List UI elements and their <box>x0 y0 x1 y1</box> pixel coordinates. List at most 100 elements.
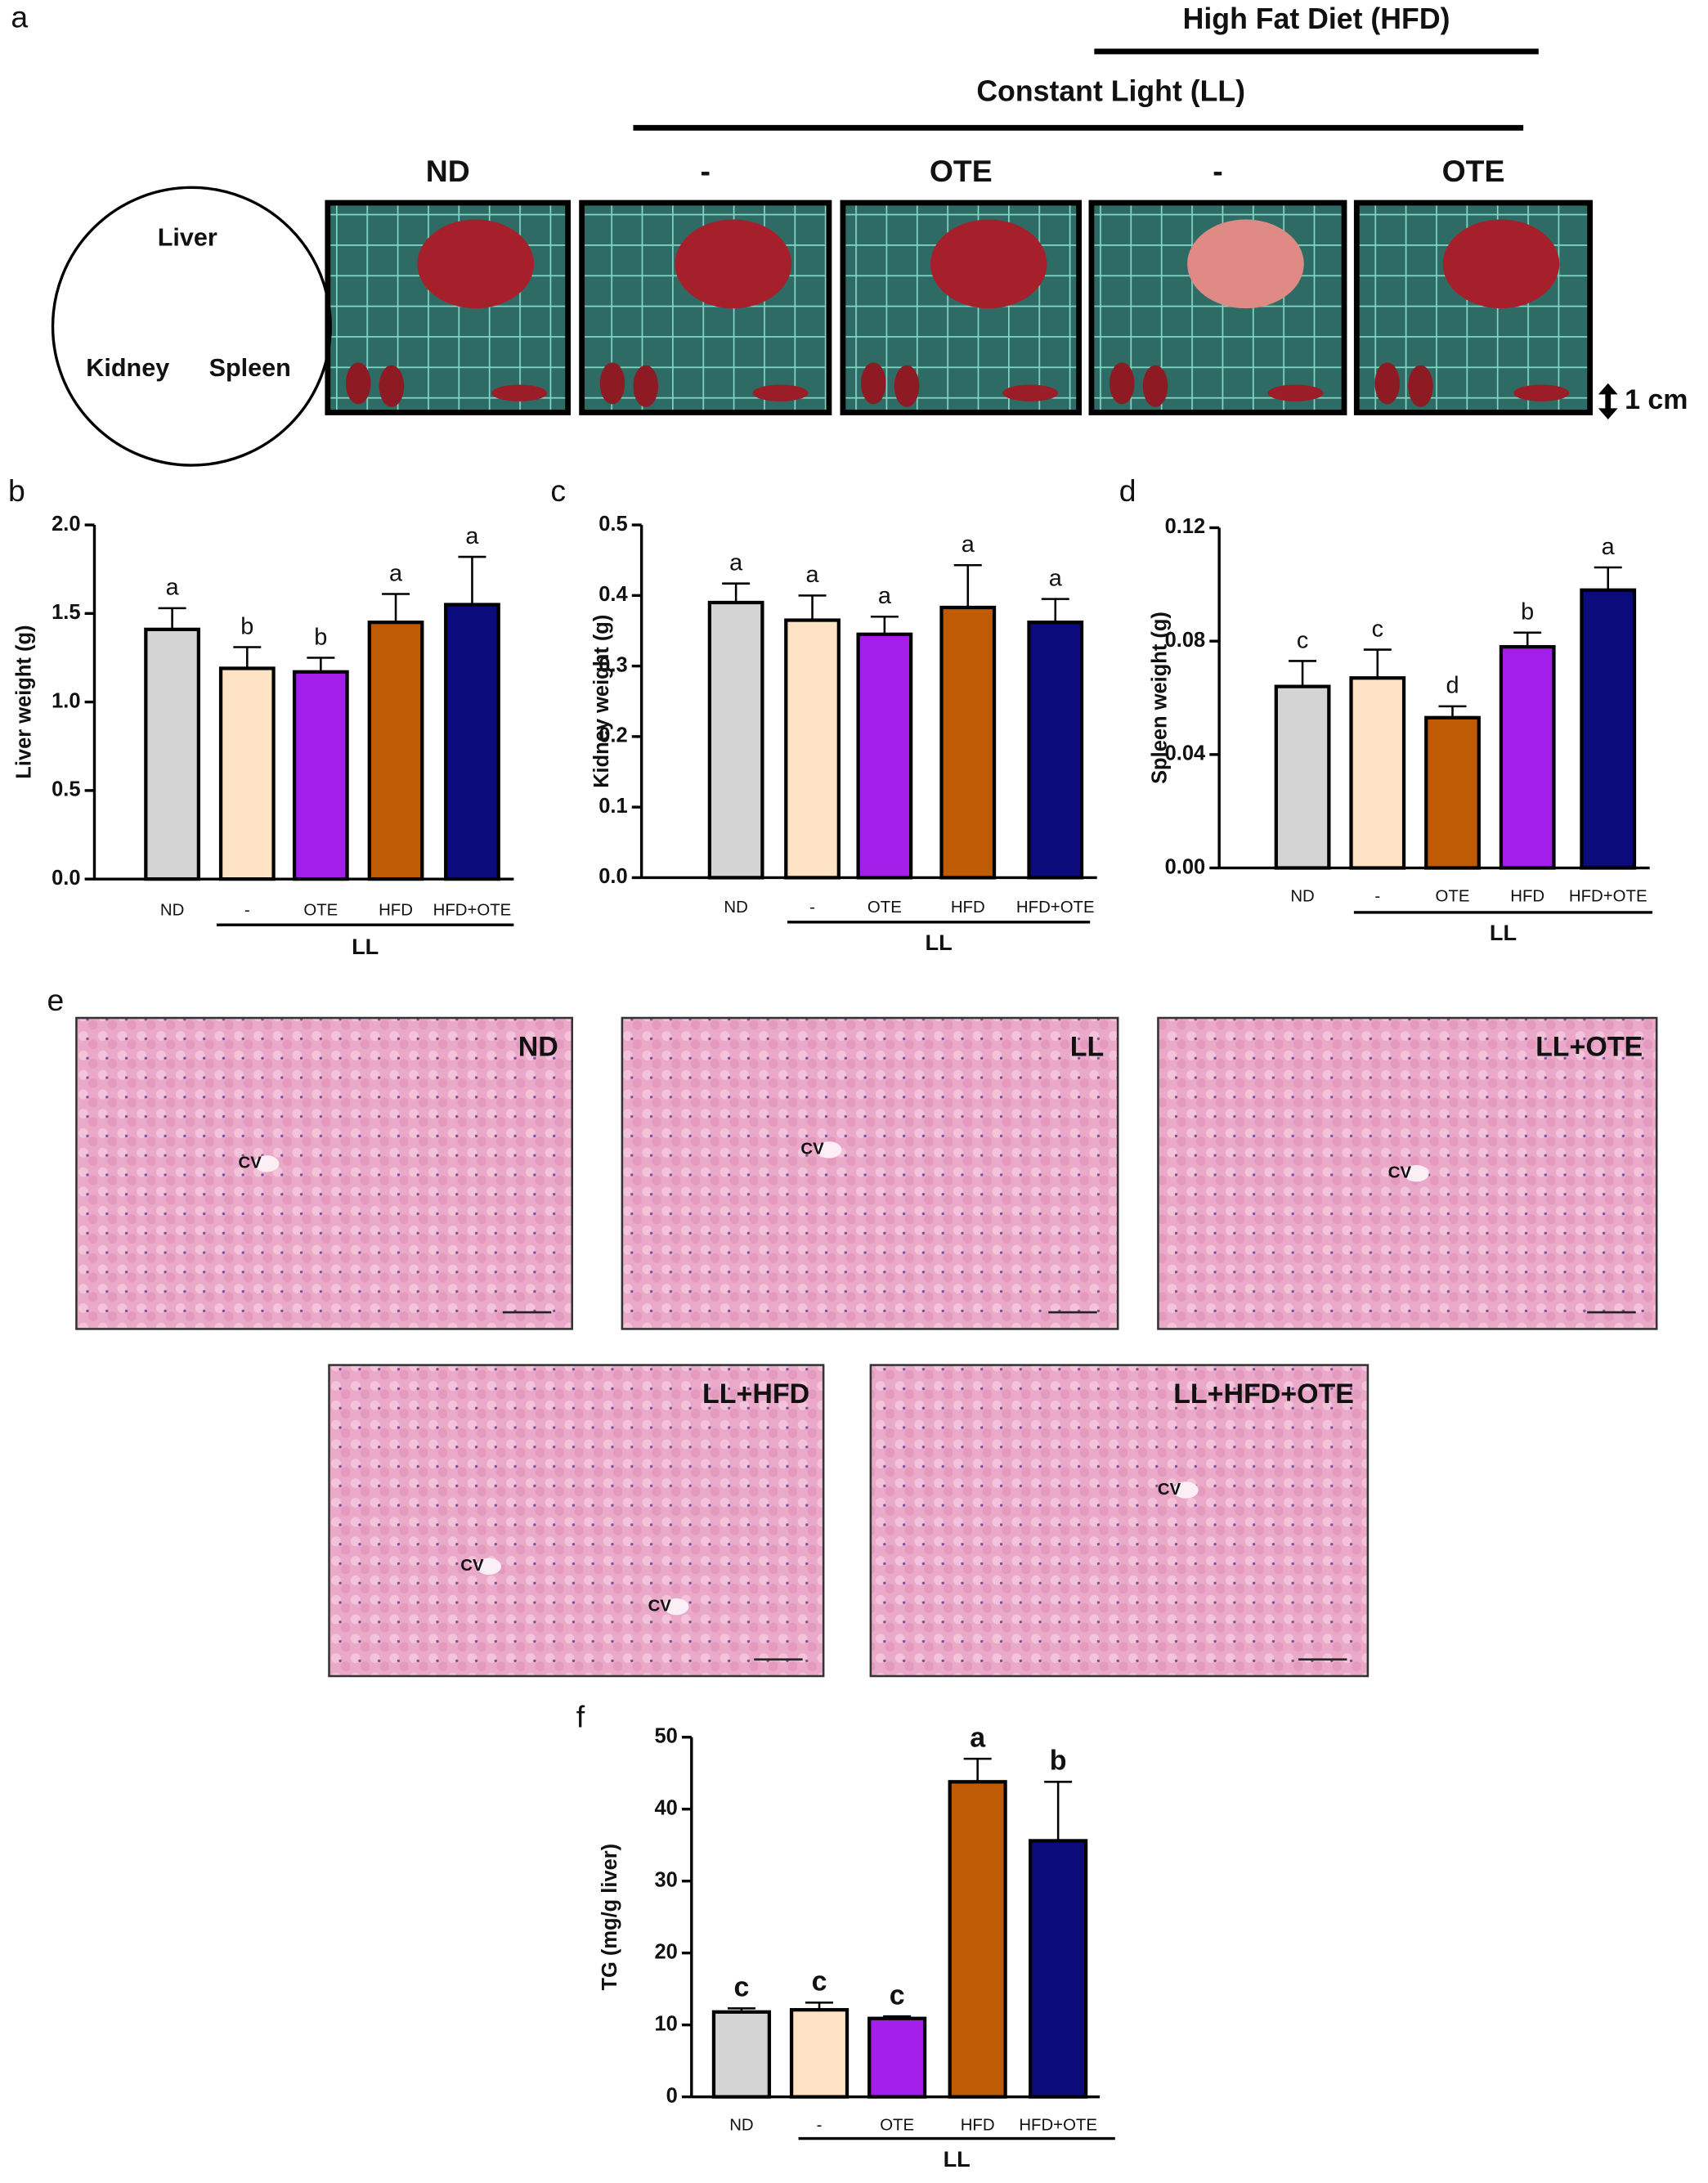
group-label: LL <box>926 930 953 955</box>
significance-letter: a <box>1049 566 1063 592</box>
cv-label: CV <box>239 1154 262 1172</box>
image-label: LL+HFD+OTE <box>1173 1378 1354 1410</box>
cv-label: CV <box>800 1141 824 1159</box>
y-axis-label: Kidney weight (g) <box>590 615 613 788</box>
significance-letter: c <box>1372 616 1383 642</box>
y-tick-label: 2.0 <box>52 513 80 536</box>
column-label: OTE <box>930 154 993 188</box>
significance-letter: a <box>970 1722 986 1753</box>
x-tick-label: OTE <box>867 899 902 917</box>
central-vein <box>1404 1165 1429 1182</box>
bar <box>948 1780 1007 2099</box>
x-tick-label: ND <box>724 899 747 917</box>
liver <box>1187 219 1304 309</box>
kidney <box>894 365 920 407</box>
y-tick-label: 40 <box>654 1796 677 1819</box>
significance-letter: b <box>240 613 253 639</box>
histology-image <box>621 1016 1119 1330</box>
group-label: LL <box>352 934 379 959</box>
liver <box>417 219 535 309</box>
bar <box>444 603 500 881</box>
group-label: LL <box>944 2146 971 2172</box>
diagram-label: Kidney <box>86 354 169 382</box>
cv-label: CV <box>1388 1164 1412 1182</box>
histology-image <box>869 1364 1370 1678</box>
scale-label: 1 cm <box>1625 384 1688 415</box>
bar <box>707 600 764 880</box>
diagram-label: Liver <box>158 223 217 251</box>
y-tick-label: 30 <box>654 1868 677 1891</box>
panel-label: d <box>1119 473 1136 508</box>
x-tick-label: HFD <box>961 2117 995 2135</box>
x-tick-label: HFD <box>1510 888 1544 906</box>
panel-label: e <box>47 983 65 1017</box>
significance-letter: c <box>890 1979 905 2010</box>
panel-label: c <box>550 473 566 508</box>
group-label: LL <box>1490 920 1517 945</box>
bar <box>939 605 997 880</box>
kidney <box>599 362 625 405</box>
significance-letter: c <box>1297 627 1308 653</box>
spleen <box>1513 384 1570 401</box>
significance-letter: a <box>729 550 743 576</box>
significance-letter: c <box>812 1966 827 1997</box>
bar <box>867 2016 927 2099</box>
central-vein <box>476 1558 502 1576</box>
scale-arrow <box>1598 383 1618 419</box>
x-tick-label: HFD <box>379 902 413 920</box>
y-tick-label: 1.0 <box>52 689 80 712</box>
kidney <box>1408 365 1433 407</box>
liver <box>1442 219 1560 309</box>
y-tick-label: 0.4 <box>598 583 628 606</box>
significance-letter: a <box>1602 534 1616 560</box>
bar <box>144 627 200 881</box>
y-tick-label: 20 <box>654 1940 677 1963</box>
central-vein <box>253 1155 280 1172</box>
y-axis-label: TG (mg/g liver) <box>598 1844 621 1991</box>
y-tick-label: 0.0 <box>52 867 80 890</box>
kidney <box>1142 365 1168 407</box>
y-tick-label: 0.0 <box>598 865 627 888</box>
significance-letter: c <box>733 1972 749 2003</box>
central-vein <box>663 1598 689 1616</box>
x-tick-label: - <box>817 2117 823 2135</box>
image-label: LL+HFD <box>702 1378 809 1410</box>
y-tick-label: 10 <box>654 2012 677 2035</box>
significance-letter: b <box>314 624 327 650</box>
central-vein <box>816 1141 842 1159</box>
spleen <box>491 384 548 401</box>
column-label: - <box>1213 154 1222 188</box>
x-tick-label: - <box>809 899 815 917</box>
liver <box>930 219 1047 309</box>
histology-image <box>75 1016 574 1330</box>
kidney <box>1374 362 1400 405</box>
bar <box>711 2010 772 2099</box>
cv-label: CV <box>648 1597 672 1615</box>
diagram-label: Spleen <box>209 354 291 382</box>
central-vein <box>1173 1481 1199 1499</box>
hfd-label: High Fat Diet (HFD) <box>1183 2 1450 35</box>
liver <box>675 219 792 309</box>
y-tick-label: 0.2 <box>598 724 627 747</box>
y-tick-label: 0.1 <box>598 795 627 818</box>
y-tick-label: 0.00 <box>1165 855 1206 878</box>
y-tick-label: 0 <box>666 2084 678 2107</box>
x-tick-label: ND <box>1290 888 1314 906</box>
x-tick-label: - <box>1374 888 1380 906</box>
y-tick-label: 0.04 <box>1165 742 1206 765</box>
x-tick-label: OTE <box>303 902 338 920</box>
y-tick-label: 0.12 <box>1165 515 1206 538</box>
kidney <box>379 365 405 407</box>
x-tick-label: HFD+OTE <box>1569 888 1647 906</box>
x-tick-label: HFD <box>951 899 985 917</box>
significance-letter: d <box>1446 673 1459 699</box>
panel-label: b <box>8 473 25 508</box>
y-tick-label: 0.5 <box>52 778 80 801</box>
y-axis-label: Liver weight (g) <box>12 625 35 779</box>
kidney <box>633 365 659 407</box>
bar <box>1349 676 1406 870</box>
column-label: ND <box>426 154 470 188</box>
column-label: - <box>701 154 711 188</box>
